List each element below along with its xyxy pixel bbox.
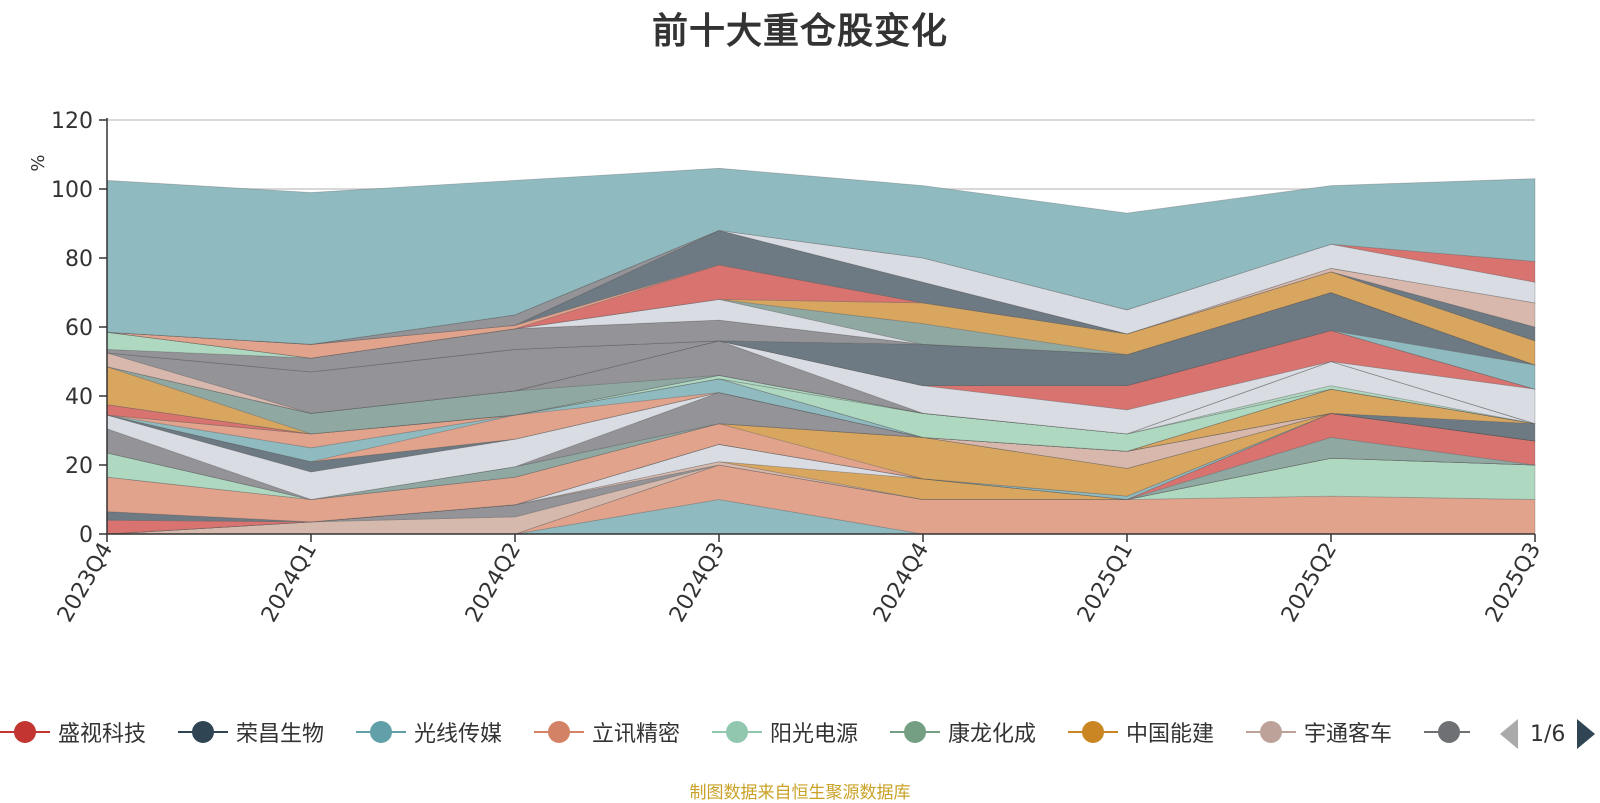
x-tick-label: 2023Q4 — [53, 539, 118, 627]
x-tick-label: 2024Q1 — [257, 539, 322, 627]
legend-symbol-icon — [1246, 720, 1296, 744]
x-tick-label: 2025Q2 — [1277, 539, 1342, 627]
y-axis-label: % — [28, 154, 49, 171]
y-tick-label: 40 — [65, 385, 93, 410]
legend-symbol-icon — [178, 720, 228, 744]
area-band-46 — [106, 229, 1536, 345]
area-band-50 — [106, 167, 1536, 345]
legend-symbol-icon — [1424, 720, 1470, 744]
legend-symbol-icon — [534, 720, 584, 744]
legend-label: 康龙化成 — [948, 722, 1037, 747]
legend-item[interactable]: I — [1424, 712, 1470, 752]
chart-title: 前十大重仓股变化 — [651, 11, 948, 52]
legend-item[interactable]: 光线传媒 — [356, 712, 502, 752]
legend-prev-page-button[interactable] — [1500, 719, 1518, 749]
legend-label: 阳光电源 — [770, 722, 859, 747]
legend-item[interactable]: 中国能建 — [1068, 712, 1214, 752]
y-tick-label: 0 — [79, 523, 93, 548]
legend-item[interactable]: 宇通客车 — [1246, 712, 1392, 752]
legend-item[interactable]: 荣昌生物 — [178, 712, 324, 752]
x-tick-label: 2025Q1 — [1073, 539, 1138, 627]
area-band-45 — [106, 229, 1536, 345]
stacked-areas — [106, 167, 1536, 535]
legend-label: 光线传媒 — [414, 722, 503, 747]
legend-item[interactable]: 康龙化成 — [890, 712, 1036, 752]
legend-next-page-button[interactable] — [1577, 719, 1596, 749]
legend: 盛视科技 荣昌生物 光线传媒 立讯精密 阳光电源 康龙化成 中国能建 宇通客车 I — [0, 712, 1470, 752]
area-band-36 — [106, 330, 1536, 390]
x-tick-label: 2024Q3 — [665, 539, 730, 627]
legend-label: 盛视科技 — [58, 722, 147, 747]
legend-item[interactable]: 盛视科技 — [0, 712, 146, 752]
legend-item[interactable]: 立讯精密 — [534, 712, 680, 752]
legend-symbol-icon — [712, 720, 762, 744]
legend-symbol-icon — [890, 720, 940, 744]
y-tick-label: 100 — [51, 178, 93, 203]
legend-symbol-icon — [356, 720, 406, 744]
legend-label: 荣昌生物 — [236, 722, 325, 747]
x-tick-label: 2024Q4 — [869, 539, 934, 627]
x-tick-label: 2024Q2 — [461, 539, 526, 627]
legend-pager: 1/6 — [1500, 714, 1596, 754]
source-note: 制图数据来自恒生聚源数据库 — [689, 783, 911, 803]
legend-symbol-icon — [0, 720, 50, 744]
y-tick-label: 80 — [65, 247, 93, 272]
legend-label: 中国能建 — [1126, 722, 1215, 747]
legend-item[interactable]: 阳光电源 — [712, 712, 858, 752]
legend-symbol-icon — [1068, 720, 1118, 744]
legend-label: 宇通客车 — [1304, 722, 1393, 747]
y-tick-label: 20 — [65, 454, 93, 479]
legend-label: 立讯精密 — [592, 722, 681, 747]
y-tick-label: 120 — [51, 109, 93, 134]
legend-page-indicator: 1/6 — [1530, 721, 1566, 747]
y-tick-label: 60 — [65, 316, 93, 341]
x-tick-label: 2025Q3 — [1481, 539, 1546, 627]
